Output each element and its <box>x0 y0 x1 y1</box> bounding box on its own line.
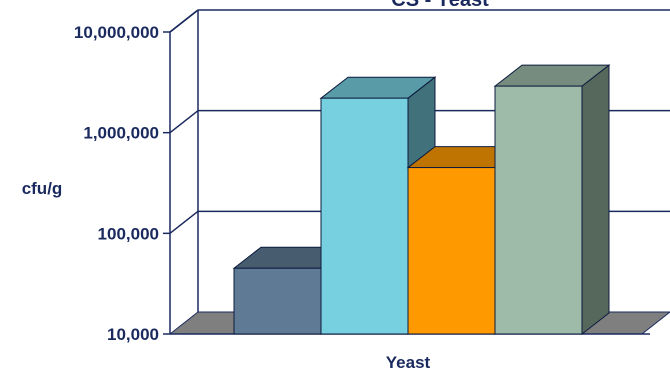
y-axis-title: cfu/g <box>22 179 63 198</box>
bar <box>493 64 611 336</box>
bar-side <box>581 64 610 336</box>
bar-front <box>320 97 409 335</box>
bar-front <box>494 85 583 335</box>
bar-front <box>233 267 322 335</box>
y-tick-label: 100,000 <box>98 224 159 243</box>
y-tick-label: 1,000,000 <box>83 124 159 143</box>
gridline-diagonal <box>169 9 199 33</box>
bars <box>232 64 611 336</box>
x-axis-title: Yeast <box>386 353 431 372</box>
gridline-diagonal <box>169 210 199 234</box>
chart-title: CS - Yeast <box>391 0 489 11</box>
gridline-diagonal <box>169 110 199 134</box>
bar-front <box>407 167 496 335</box>
y-tick-labels: 10,000 100,000 1,000,000 10,000,000 <box>74 23 170 344</box>
y-tick-label: 10,000 <box>107 325 159 344</box>
y-tick-label: 10,000,000 <box>74 23 159 42</box>
chart-walls <box>169 9 199 334</box>
